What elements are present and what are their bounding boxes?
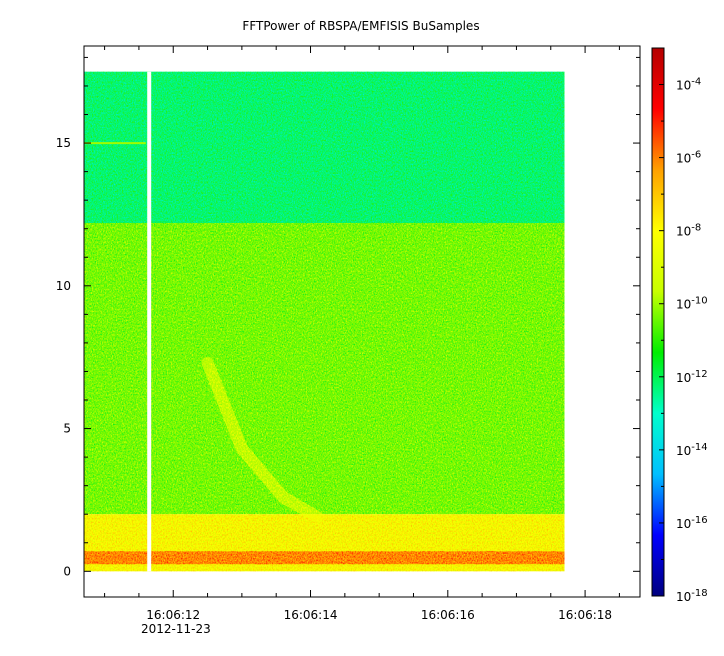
y-tick-label: 10 — [56, 279, 71, 293]
y-tick-label: 15 — [56, 136, 71, 150]
band-baseline-speckle — [84, 551, 565, 565]
colorbar — [651, 47, 665, 597]
x-tick-label: 16:06:14 — [284, 608, 338, 622]
colorbar-tick-label: 10-6 — [676, 150, 701, 166]
band-upper-speckle — [84, 71, 565, 224]
spectrogram-heatmap — [84, 71, 565, 572]
chorus-arc-texture — [201, 360, 321, 523]
colorbar-tick-label: 10-8 — [676, 223, 701, 239]
data-gap — [147, 71, 152, 572]
colorbar-tick-label: 10-18 — [676, 588, 708, 604]
band-mid-speckle — [84, 223, 565, 515]
y-tick-label: 5 — [63, 422, 71, 436]
x-tick-label: 16:06:18 — [558, 608, 612, 622]
chart-title: FFTPower of RBSPA/EMFISIS BuSamples — [242, 19, 479, 33]
colorbar-tick-label: 10-10 — [676, 296, 708, 312]
x-axis: 16:06:12 16:06:14 16:06:16 16:06:18 — [104, 46, 620, 622]
plot-frame — [83, 45, 641, 598]
x-tick-label: 16:06:12 — [146, 608, 200, 622]
y-axis: 0 5 10 15 — [56, 56, 640, 578]
x-axis-date-label: 2012-11-23 — [141, 622, 211, 636]
colorbar-tick-label: 10-4 — [676, 77, 701, 93]
colorbar-axis: 10-4 10-6 10-8 10-10 10-12 10-14 10-16 10-18 — [659, 47, 708, 604]
colorbar-tick-label: 10-14 — [676, 442, 708, 458]
x-tick-label: 16:06:16 — [421, 608, 475, 622]
colorbar-tick-label: 10-16 — [676, 515, 708, 531]
y-tick-label: 0 — [63, 564, 71, 578]
colorbar-tick-label: 10-12 — [676, 369, 708, 385]
